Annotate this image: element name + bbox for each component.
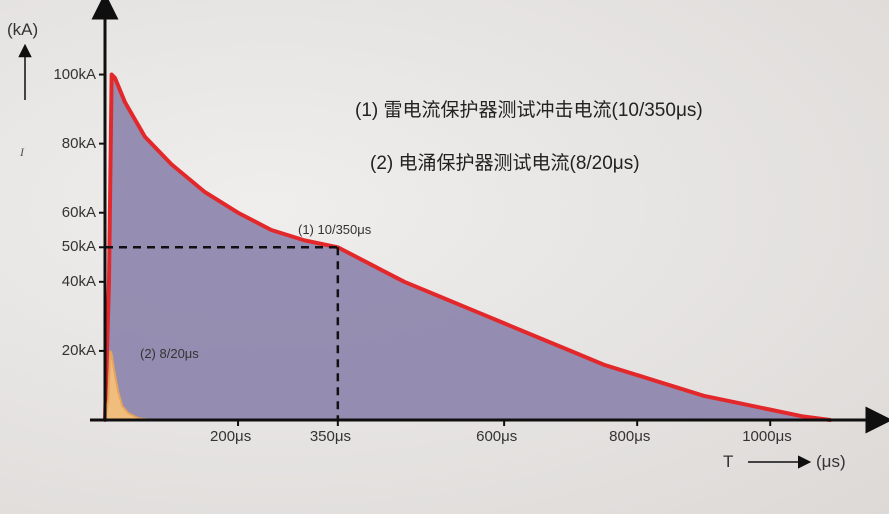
x-tick-label: 600μs — [476, 428, 517, 445]
curve1-fill — [105, 75, 830, 420]
y-tick-label: 20kA — [62, 342, 96, 359]
x-axis-unit: (μs) — [816, 452, 846, 472]
curve2-annotation: (2) 8/20μs — [140, 346, 199, 361]
x-tick-label: 200μs — [210, 428, 251, 445]
y-axis-current-symbol: I — [20, 145, 24, 160]
y-tick-label: 60kA — [62, 204, 96, 221]
curve1-annotation: (1) 10/350μs — [298, 222, 371, 237]
y-tick-label: 40kA — [62, 273, 96, 290]
y-tick-label: 80kA — [62, 135, 96, 152]
x-tick-label: 350μs — [310, 428, 351, 445]
x-axis-symbol: T — [723, 452, 733, 472]
y-tick-label: 100kA — [53, 66, 96, 83]
x-tick-label: 800μs — [609, 428, 650, 445]
y-axis-unit: (kA) — [7, 20, 38, 40]
legend-line-1: (1) 雷电流保护器测试冲击电流(10/350μs) — [355, 95, 703, 122]
legend-line-2: (2) 电涌保护器测试电流(8/20μs) — [370, 148, 640, 175]
y-tick-label: 50kA — [62, 238, 96, 255]
x-tick-label: 1000μs — [742, 428, 792, 445]
